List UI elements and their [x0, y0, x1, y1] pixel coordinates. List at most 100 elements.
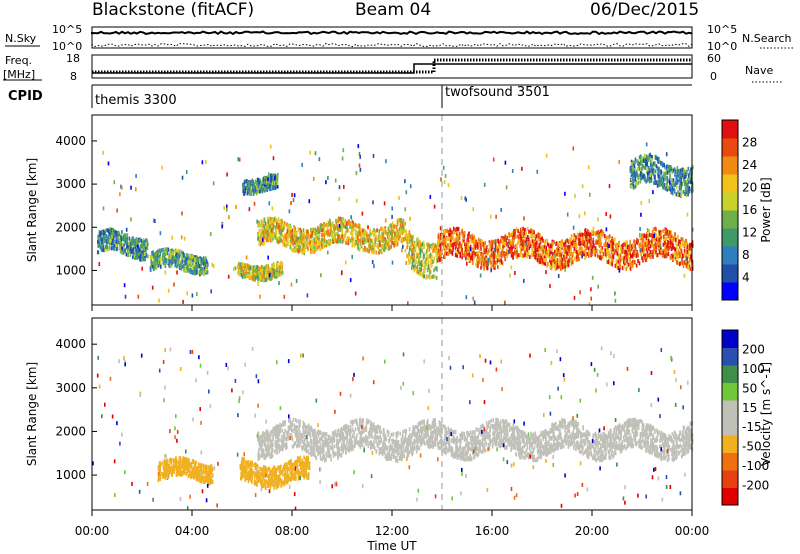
scatter-cell	[635, 240, 638, 245]
scatter-cell	[658, 250, 661, 255]
scatter-cell	[266, 217, 269, 222]
scatter-noise-cell	[235, 205, 237, 209]
scatter-cell	[383, 247, 385, 252]
scatter-noise-cell	[228, 215, 230, 220]
scatter-cell	[568, 239, 570, 244]
scatter-cell	[662, 242, 665, 247]
scatter-cell	[374, 243, 377, 248]
scatter-cell	[603, 242, 605, 247]
scatter-cell	[623, 259, 626, 264]
scatter-cell	[543, 245, 546, 250]
scatter-cell	[672, 236, 675, 240]
scatter-cell	[472, 239, 474, 244]
scatter-cell	[662, 185, 664, 189]
scatter-cell	[546, 253, 548, 258]
scatter-cell	[327, 239, 330, 244]
scatter-cell	[677, 189, 679, 194]
scatter-cell	[177, 260, 180, 264]
scatter-cell	[610, 240, 612, 245]
scatter-cell	[245, 179, 248, 183]
scatter-cell	[447, 237, 449, 242]
scatter-cell	[689, 170, 691, 175]
scatter-noise-cell	[290, 201, 292, 205]
scatter-cell	[531, 246, 533, 251]
scatter-cell	[454, 227, 457, 232]
scatter-cell	[402, 218, 404, 223]
scatter-cell	[146, 246, 149, 251]
scatter-cell	[674, 238, 677, 242]
scatter-cell	[161, 248, 163, 252]
scatter-cell	[651, 236, 653, 241]
scatter-cell	[421, 242, 423, 247]
scatter-cell	[375, 250, 378, 255]
scatter-cell	[274, 231, 277, 236]
scatter-cell	[450, 231, 452, 235]
scatter-cell	[272, 224, 275, 229]
colorbar-tick-3: 16	[742, 203, 757, 217]
scatter-cell	[654, 169, 657, 174]
scatter-cell	[538, 237, 540, 242]
scatter-cell	[407, 236, 410, 241]
scatter-noise-cell	[447, 183, 450, 188]
scatter-cell	[542, 257, 544, 262]
scatter-cell	[665, 242, 667, 247]
scatter-cell	[609, 260, 611, 265]
scatter-cell	[246, 273, 249, 278]
scatter-cell	[691, 243, 694, 248]
scatter-cell	[621, 244, 623, 249]
scatter-cell	[571, 251, 573, 256]
scatter-cell	[151, 250, 154, 255]
scatter-cell	[645, 158, 647, 163]
scatter-cell	[110, 246, 113, 251]
scatter-noise-cell	[608, 244, 610, 248]
scatter-cell	[670, 234, 673, 239]
scatter-cell	[247, 263, 249, 268]
scatter-noise-cell	[468, 252, 470, 257]
scatter-cell	[687, 248, 690, 253]
scatter-cell	[255, 188, 257, 193]
scatter-cell	[195, 270, 198, 275]
scatter-noise-cell	[312, 176, 315, 181]
scatter-cell	[629, 262, 632, 267]
scatter-cell	[269, 276, 272, 281]
freq-panel: Freq. [MHz] 18 8 Nave 60 0	[3, 52, 782, 83]
scatter-noise-cell	[684, 192, 687, 196]
scatter-cell	[355, 232, 357, 237]
scatter-cell	[630, 159, 633, 164]
scatter-cell	[261, 187, 263, 192]
scatter-cell	[683, 175, 685, 180]
scatter-noise-cell	[404, 179, 406, 184]
scatter-cell	[558, 264, 560, 269]
scatter-cell	[552, 252, 554, 257]
scatter-noise-cell	[359, 167, 362, 172]
scatter-cell	[186, 253, 188, 258]
scatter-cell	[323, 237, 325, 242]
scatter-noise-cell	[343, 184, 345, 189]
scatter-cell	[464, 231, 466, 236]
scatter-cell	[671, 189, 674, 194]
scatter-cell	[632, 168, 635, 173]
scatter-cell	[587, 231, 590, 236]
scatter-cell	[479, 238, 482, 243]
scatter-cell	[336, 227, 339, 232]
scatter-cell	[278, 239, 281, 244]
scatter-cell	[648, 229, 650, 234]
scatter-cell	[607, 248, 609, 253]
scatter-noise-cell	[256, 219, 258, 224]
scatter-noise-cell	[226, 207, 228, 212]
scatter-cell	[254, 181, 257, 186]
scatter-cell	[675, 246, 678, 251]
scatter-cell	[684, 187, 687, 192]
scatter-cell	[499, 253, 501, 258]
scatter-noise-cell	[618, 268, 621, 273]
scatter-noise-cell	[356, 198, 358, 203]
scatter-cell	[628, 244, 630, 249]
scatter-cell	[679, 182, 682, 187]
scatter-cell	[640, 247, 643, 252]
scatter-cell	[417, 243, 420, 248]
scatter-cell	[461, 251, 464, 255]
scatter-cell	[327, 229, 330, 234]
scatter-cell	[568, 248, 571, 253]
scatter-cell	[284, 221, 286, 226]
scatter-cell	[293, 236, 296, 241]
